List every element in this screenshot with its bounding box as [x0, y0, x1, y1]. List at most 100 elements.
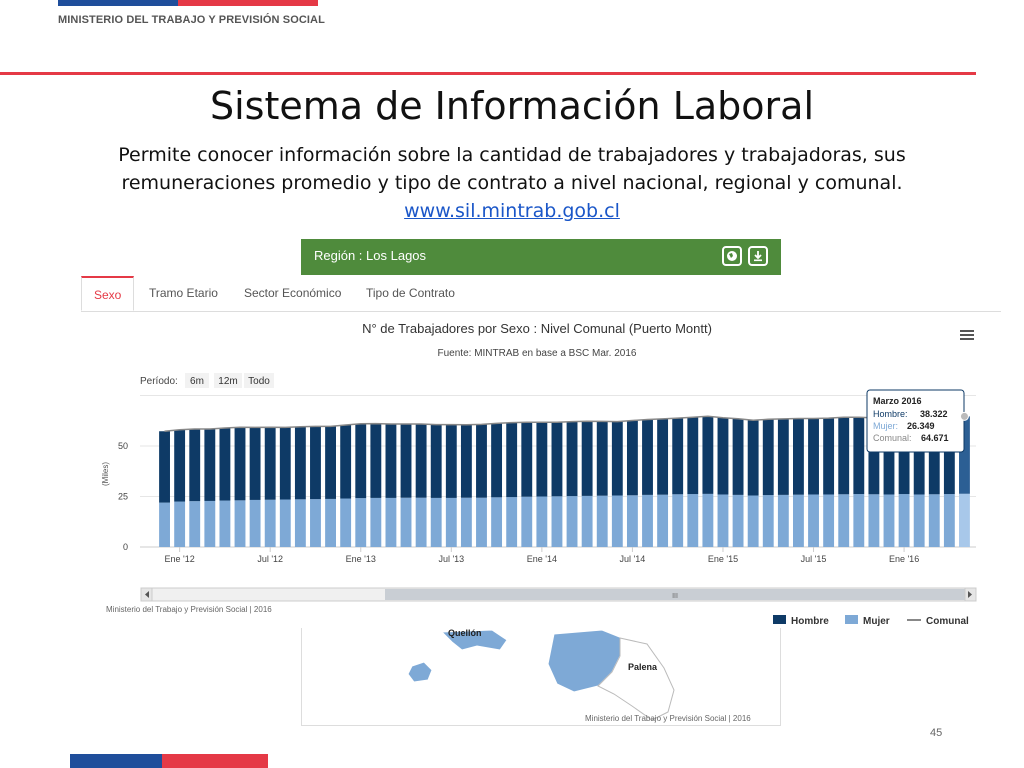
bar-hombre[interactable]	[174, 429, 186, 502]
bar-hombre[interactable]	[294, 426, 306, 500]
bar-hombre[interactable]	[581, 421, 593, 496]
period-button-6m[interactable]: 6m	[185, 373, 209, 388]
bar-mujer[interactable]	[340, 498, 352, 547]
bar-mujer[interactable]	[611, 495, 623, 547]
bar-mujer[interactable]	[928, 494, 940, 547]
bar-mujer[interactable]	[732, 494, 744, 547]
bar-hombre[interactable]	[430, 424, 442, 498]
bar-mujer[interactable]	[581, 495, 593, 547]
bar-hombre[interactable]	[777, 418, 789, 495]
bar-mujer[interactable]	[777, 494, 789, 547]
bar-hombre[interactable]	[762, 419, 774, 496]
bar-mujer[interactable]	[325, 498, 336, 547]
bar-hombre[interactable]	[551, 422, 563, 497]
bar-hombre[interactable]	[264, 427, 276, 500]
bar-hombre[interactable]	[204, 429, 216, 501]
bar-mujer[interactable]	[838, 494, 850, 547]
bar-hombre[interactable]	[611, 421, 623, 496]
bar-hombre[interactable]	[506, 422, 518, 498]
legend-item-comunal[interactable]: Comunal	[907, 616, 969, 627]
bar-hombre[interactable]	[340, 424, 352, 499]
bar-mujer[interactable]	[294, 499, 306, 547]
bar-hombre[interactable]	[747, 420, 759, 496]
bar-hombre[interactable]	[249, 427, 261, 500]
bar-hombre[interactable]	[159, 431, 170, 503]
bar-mujer[interactable]	[566, 496, 578, 547]
bar-hombre[interactable]	[913, 418, 925, 495]
period-button-12m[interactable]: 12m	[214, 373, 242, 388]
bar-hombre[interactable]	[460, 424, 472, 498]
bar-hombre[interactable]	[189, 429, 201, 502]
bar-mujer[interactable]	[657, 494, 669, 547]
bar-mujer[interactable]	[415, 497, 427, 547]
bar-hombre[interactable]	[687, 417, 699, 495]
bar-hombre[interactable]	[928, 417, 940, 495]
map-area-island[interactable]	[407, 661, 433, 683]
bar-mujer[interactable]	[370, 497, 382, 547]
bar-mujer[interactable]	[430, 497, 442, 547]
bar-hombre[interactable]	[476, 424, 487, 498]
bar-hombre[interactable]	[943, 417, 955, 495]
bar-mujer[interactable]	[898, 494, 910, 547]
bar-mujer[interactable]	[506, 497, 518, 547]
bar-hombre[interactable]	[400, 423, 412, 498]
bar-mujer[interactable]	[853, 494, 865, 547]
download-icon[interactable]	[748, 246, 768, 266]
bar-hombre[interactable]	[491, 423, 503, 498]
bar-mujer[interactable]	[460, 497, 472, 547]
tab-sector-economico[interactable]: Sector Económico	[244, 286, 342, 300]
bar-hombre[interactable]	[642, 419, 653, 495]
bar-mujer[interactable]	[400, 497, 412, 547]
bar-hombre[interactable]	[415, 423, 427, 498]
bar-mujer[interactable]	[536, 496, 548, 548]
bar-hombre[interactable]	[672, 418, 684, 495]
bar-mujer[interactable]	[279, 499, 291, 547]
bar-mujer[interactable]	[762, 495, 774, 547]
bar-mujer[interactable]	[702, 493, 714, 547]
bar-mujer[interactable]	[234, 500, 246, 547]
bar-hombre[interactable]	[823, 418, 835, 495]
bar-mujer[interactable]	[808, 494, 819, 547]
bar-mujer[interactable]	[264, 499, 276, 547]
bar-hombre[interactable]	[883, 418, 895, 495]
bar-hombre[interactable]	[853, 417, 865, 495]
bar-mujer[interactable]	[249, 499, 261, 547]
bar-hombre[interactable]	[370, 423, 382, 498]
bar-mujer[interactable]	[717, 494, 729, 547]
bar-mujer[interactable]	[385, 497, 397, 547]
bar-hombre[interactable]	[626, 420, 638, 496]
bar-hombre[interactable]	[959, 416, 970, 494]
bar-hombre[interactable]	[808, 418, 819, 495]
legend-item-hombre[interactable]: Hombre	[773, 615, 829, 627]
bar-hombre[interactable]	[702, 416, 714, 494]
bar-mujer[interactable]	[445, 497, 457, 547]
tab-tramo-etario[interactable]: Tramo Etario	[149, 286, 218, 300]
bar-mujer[interactable]	[476, 497, 487, 547]
bar-mujer[interactable]	[310, 499, 321, 547]
bar-hombre[interactable]	[868, 417, 880, 495]
bar-hombre[interactable]	[310, 426, 321, 500]
bar-hombre[interactable]	[657, 418, 669, 495]
bar-mujer[interactable]	[219, 500, 231, 547]
range-scrollbar[interactable]: III	[140, 587, 977, 602]
bar-mujer[interactable]	[823, 494, 835, 547]
bar-hombre[interactable]	[838, 417, 850, 495]
bar-hombre[interactable]	[717, 417, 729, 495]
bar-hombre[interactable]	[898, 417, 910, 495]
bar-mujer[interactable]	[204, 500, 216, 547]
bar-hombre[interactable]	[355, 423, 367, 499]
bar-mujer[interactable]	[521, 496, 533, 547]
bar-mujer[interactable]	[551, 496, 563, 547]
bar-mujer[interactable]	[355, 498, 367, 547]
bar-mujer[interactable]	[596, 495, 608, 547]
sil-link[interactable]: www.sil.mintrab.gob.cl	[404, 200, 620, 222]
bar-hombre[interactable]	[566, 421, 578, 497]
bar-mujer[interactable]	[883, 494, 895, 547]
bar-hombre[interactable]	[521, 422, 533, 497]
scrollbar-thumb[interactable]	[385, 589, 965, 600]
period-button-todo[interactable]: Todo	[244, 373, 274, 388]
bar-mujer[interactable]	[793, 494, 804, 547]
bar-mujer[interactable]	[159, 502, 170, 547]
bar-hombre[interactable]	[385, 423, 397, 498]
legend-item-mujer[interactable]: Mujer	[845, 615, 890, 627]
